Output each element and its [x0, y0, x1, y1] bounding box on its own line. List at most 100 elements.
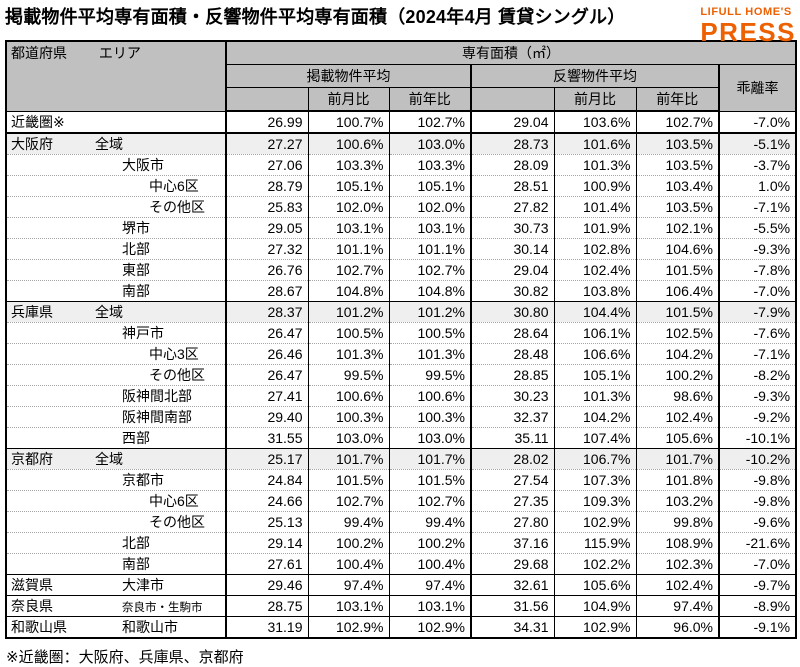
listed-value-subheader	[225, 87, 309, 112]
area-label: その他区	[149, 513, 205, 530]
response-mom-cell: 106.6%	[553, 342, 637, 364]
row-name-cell: 大阪府 全域	[6, 131, 227, 154]
response-yoy-cell: 104.6%	[635, 237, 720, 259]
response-group-header: 反響物件平均	[470, 64, 720, 88]
listed-avg-cell: 31.19	[225, 615, 309, 638]
row-name-cell: 北部	[6, 531, 227, 553]
response-mom-cell: 101.3%	[553, 153, 637, 175]
listed-avg-cell: 26.47	[225, 321, 309, 343]
listed-mom-cell: 99.5%	[307, 363, 390, 385]
response-yoy-cell: 102.4%	[635, 573, 720, 595]
table-row: 南部 28.67 104.8% 104.8% 30.82 103.8% 106.4% -7.0…	[6, 279, 797, 301]
listed-yoy-cell: 103.1%	[388, 216, 472, 238]
response-mom-cell: 100.9%	[553, 174, 637, 196]
listed-yoy-cell: 101.1%	[388, 237, 472, 259]
report-page: 掲載物件平均専有面積・反響物件平均専有面積（2024年4月 賃貸シングル） LI…	[5, 6, 798, 666]
logo-brand-text: LIFULL HOME'S	[700, 6, 792, 18]
table-row: 兵庫県 全域 28.37 101.2% 101.2% 30.80 104.4% 101.5% -…	[6, 300, 797, 322]
area-label: 阪神間南部	[122, 408, 192, 425]
listed-mom-cell: 103.1%	[307, 216, 390, 238]
response-mom-cell: 102.2%	[553, 552, 637, 574]
response-mom-cell: 103.6%	[553, 111, 637, 133]
floor-area-table: 都道府県 エリア 専有面積（㎡） 掲載物件平均 反響物件平均 乖離率 前月比 前…	[5, 40, 798, 639]
divergence-cell: -10.2%	[717, 447, 797, 469]
listed-mom-cell: 101.3%	[307, 342, 390, 364]
divergence-cell: -7.0%	[717, 279, 797, 301]
listed-avg-cell: 28.75	[225, 594, 309, 616]
table-row: その他区 25.83 102.0% 102.0% 27.82 101.4% 103.5% -7…	[6, 195, 797, 217]
divergence-cell: -9.3%	[717, 384, 797, 406]
divergence-cell: 1.0%	[717, 174, 797, 196]
response-yoy-cell: 102.7%	[635, 111, 720, 133]
listed-avg-cell: 28.37	[225, 300, 309, 322]
listed-yoy-cell: 100.3%	[388, 405, 472, 427]
listed-avg-cell: 25.83	[225, 195, 309, 217]
response-yoy-cell: 97.4%	[635, 594, 720, 616]
listed-mom-cell: 101.2%	[307, 300, 390, 322]
listed-mom-cell: 100.6%	[307, 131, 390, 154]
listed-mom-cell: 101.5%	[307, 468, 390, 490]
divergence-cell: -3.7%	[717, 153, 797, 175]
divergence-cell: -8.2%	[717, 363, 797, 385]
area-label: 大阪市	[122, 156, 164, 173]
divergence-cell: -7.1%	[717, 342, 797, 364]
table-row: 大阪府 全域 27.27 100.6% 103.0% 28.73 101.6% 103.5% -…	[6, 131, 797, 154]
listed-avg-cell: 27.41	[225, 384, 309, 406]
row-name-cell: 京都市	[6, 468, 227, 490]
response-yoy-cell: 103.2%	[635, 489, 720, 511]
response-avg-cell: 28.48	[470, 342, 555, 364]
response-mom-cell: 107.4%	[553, 426, 637, 448]
listed-mom-cell: 102.9%	[307, 615, 390, 638]
response-mom-cell: 105.1%	[553, 363, 637, 385]
header-row-2: 掲載物件平均 反響物件平均 乖離率	[6, 64, 797, 112]
table-row: 堺市 29.05 103.1% 103.1% 30.73 101.9% 102.1% -5.5…	[6, 216, 797, 238]
listed-yoy-cell: 102.0%	[388, 195, 472, 217]
divergence-cell: -9.3%	[717, 237, 797, 259]
listed-yoy-cell: 102.7%	[388, 489, 472, 511]
response-yoy-cell: 103.5%	[635, 131, 720, 154]
row-name-cell: 京都府 全域	[6, 447, 227, 469]
listed-mom-cell: 104.8%	[307, 279, 390, 301]
listed-mom-cell: 101.1%	[307, 237, 390, 259]
response-avg-cell: 30.82	[470, 279, 555, 301]
listed-mom-cell: 101.7%	[307, 447, 390, 469]
table-row: 北部 29.14 100.2% 100.2% 37.16 115.9% 108.9% -21.…	[6, 531, 797, 553]
response-avg-cell: 37.16	[470, 531, 555, 553]
response-avg-cell: 30.73	[470, 216, 555, 238]
response-yoy-cell: 103.5%	[635, 153, 720, 175]
response-mom-cell: 104.2%	[553, 405, 637, 427]
listed-yoy-cell: 103.0%	[388, 426, 472, 448]
response-mom-cell: 103.8%	[553, 279, 637, 301]
area-label: 阪神間北部	[122, 387, 192, 404]
response-mom-cell: 101.6%	[553, 131, 637, 154]
table-row: 京都府 全域 25.17 101.7% 101.7% 28.02 106.7% 101.7% -…	[6, 447, 797, 469]
table-row: 京都市 24.84 101.5% 101.5% 27.54 107.3% 101.8% -9.…	[6, 468, 797, 490]
table-row: 西部 31.55 103.0% 103.0% 35.11 107.4% 105.6% -10.…	[6, 426, 797, 448]
row-name-cell: 滋賀県 大津市	[6, 573, 227, 595]
row-name-cell: 阪神間南部	[6, 405, 227, 427]
table-row: 近畿圏※ 26.99 100.7% 102.7% 29.04 103.6% 102.7% -7…	[6, 111, 797, 133]
table-row: 大阪市 27.06 103.3% 103.3% 28.09 101.3% 103.5% -3.…	[6, 153, 797, 175]
response-mom-cell: 101.4%	[553, 195, 637, 217]
row-name-cell: 和歌山県 和歌山市	[6, 615, 227, 638]
response-mom-header: 前月比	[553, 87, 637, 112]
footnote: ※近畿圏：大阪府、兵庫県、京都府	[6, 648, 244, 666]
response-yoy-cell: 102.1%	[635, 216, 720, 238]
row-name-cell: 中心6区	[6, 174, 227, 196]
response-mom-cell: 104.4%	[553, 300, 637, 322]
listed-mom-header: 前月比	[307, 87, 390, 112]
response-avg-cell: 29.04	[470, 111, 555, 133]
divergence-cell: -9.7%	[717, 573, 797, 595]
lifull-homes-press-logo[interactable]: LIFULL HOME'S PRESS	[700, 6, 796, 46]
response-avg-cell: 29.68	[470, 552, 555, 574]
listed-avg-cell: 27.27	[225, 131, 309, 154]
response-mom-cell: 102.4%	[553, 258, 637, 280]
table-row: 神戸市 26.47 100.5% 100.5% 28.64 106.1% 102.5% -7.…	[6, 321, 797, 343]
listed-yoy-cell: 101.3%	[388, 342, 472, 364]
area-label: 北部	[122, 240, 150, 257]
area-label: 南部	[122, 555, 150, 572]
listed-yoy-cell: 100.4%	[388, 552, 472, 574]
listed-yoy-cell: 99.5%	[388, 363, 472, 385]
area-label: 中心6区	[149, 492, 199, 509]
area-label: 神戸市	[122, 324, 164, 341]
